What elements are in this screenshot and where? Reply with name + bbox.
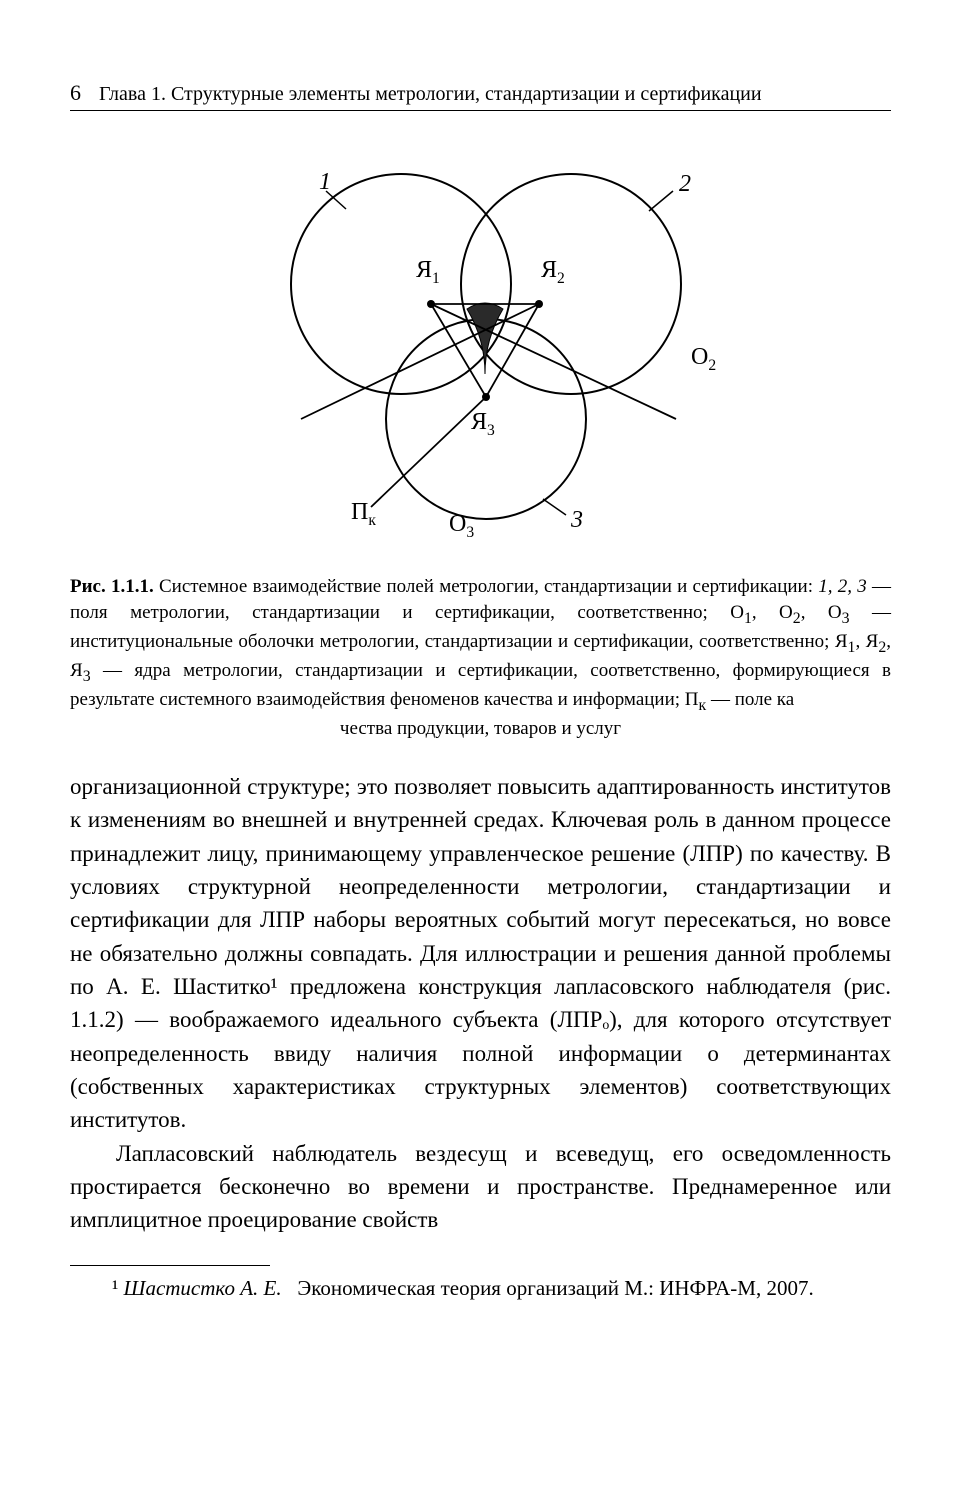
figure-caption: Рис. 1.1.1. Системное взаимодействие пол… xyxy=(70,574,891,742)
figure-diagram: 1 2 3 Я1 Я2 Я3 О2 О3 Пк xyxy=(70,129,891,554)
footnote-text: Экономическая теория организаций М.: ИНФ… xyxy=(297,1276,813,1300)
svg-text:2: 2 xyxy=(679,171,691,197)
footnote-author: Шастистко А. Е. xyxy=(124,1276,282,1300)
svg-text:1: 1 xyxy=(319,169,331,195)
figure-caption-intro: Системное взаимодействие полей метрологи… xyxy=(159,576,818,597)
footnote-marker: ¹ xyxy=(112,1276,118,1300)
chapter-title: Глава 1. Структурные элементы метрологии… xyxy=(99,83,762,106)
paragraph-2: Лапласовский наблюдатель вездесущ и всев… xyxy=(70,1137,891,1237)
footnote: ¹ Шастистко А. Е. Экономическая теория о… xyxy=(70,1274,891,1303)
page-header: 6 Глава 1. Структурные элементы метролог… xyxy=(70,80,891,111)
venn-diagram-svg: 1 2 3 Я1 Я2 Я3 О2 О3 Пк xyxy=(171,129,791,549)
svg-text:Я1: Я1 xyxy=(416,257,440,287)
svg-text:3: 3 xyxy=(570,507,583,533)
figure-label: Рис. 1.1.1. xyxy=(70,576,154,597)
body-text: организационной структуре; это позволяет… xyxy=(70,770,891,1237)
svg-text:Я3: Я3 xyxy=(471,409,495,439)
svg-text:Я2: Я2 xyxy=(541,257,565,287)
paragraph-1: организационной структуре; это позволяет… xyxy=(70,770,891,1137)
page-number: 6 xyxy=(70,80,81,106)
svg-text:Пк: Пк xyxy=(351,499,376,529)
footnote-separator xyxy=(70,1265,270,1266)
svg-text:О3: О3 xyxy=(449,511,474,541)
svg-text:О2: О2 xyxy=(691,344,716,374)
